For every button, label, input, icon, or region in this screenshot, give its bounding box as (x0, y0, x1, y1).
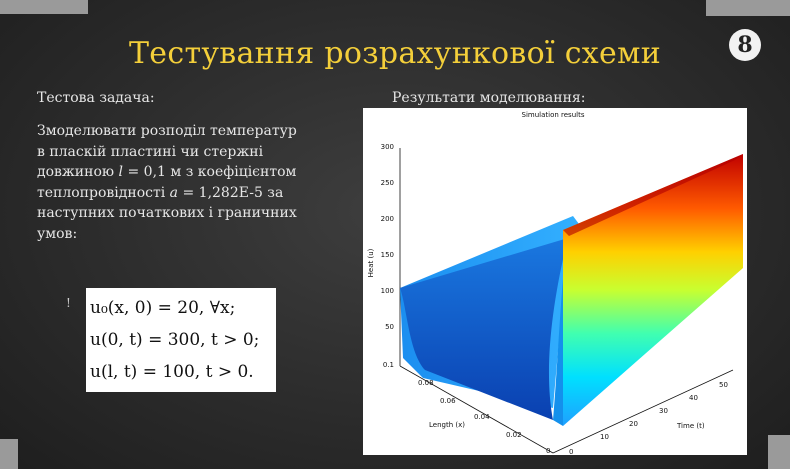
task-line: умов: (37, 225, 78, 242)
x-axis (399, 365, 554, 454)
z-tick-label: 0.1 (383, 361, 394, 369)
x-tick-label: 0.08 (418, 379, 434, 387)
z-tick-label: 50 (385, 323, 394, 331)
results-label: Результати моделювання: (392, 90, 586, 106)
task-text: довжиною (37, 164, 119, 180)
surface-ridge (563, 154, 743, 236)
x-axis-label: Length (x) (429, 421, 465, 429)
t-tick-label: 20 (629, 420, 638, 428)
corner-decoration (0, 439, 18, 469)
t-tick-label: 50 (719, 381, 728, 389)
surface-valley (400, 238, 568, 420)
var-l: l (118, 164, 124, 180)
t-tick-label: 10 (600, 433, 609, 441)
corner-decoration (768, 435, 790, 469)
x-tick-label: 0.02 (506, 431, 522, 439)
page-number-badge: 8 (729, 29, 761, 61)
task-description: Змоделювати розподіл температур в пласкі… (37, 121, 347, 244)
x-tick-group: 0.08 0.06 0.04 0.02 0 (418, 379, 550, 455)
formula-line: u(l, t) = 100, t > 0. (90, 362, 254, 382)
task-text: = 0,1 м з коефіцієнтом (123, 164, 297, 180)
t-axis-label: Time (t) (676, 422, 705, 430)
surface-hot-face (563, 154, 743, 426)
chart-title: Simulation results (522, 111, 585, 119)
t-tick-label: 0 (569, 448, 573, 455)
t-axis (552, 369, 734, 454)
surface-plot-svg: Simulation results 300 250 200 150 100 5… (367, 111, 743, 455)
x-tick-label: 0 (546, 447, 550, 455)
task-line: теплопровідності a = 1,282E-5 за (37, 183, 347, 204)
task-line: довжиною l = 0,1 м з коефіцієнтом (37, 162, 347, 183)
task-line: наступних початкових і граничних (37, 205, 297, 221)
boundary-conditions-formula: u₀(x, 0) = 20, ∀x; u(0, t) = 300, t > 0;… (86, 288, 276, 392)
test-task-label: Тестова задача: (37, 90, 155, 106)
corner-decoration (0, 0, 88, 14)
z-tick-label: 100 (381, 287, 394, 295)
task-line: в пласкій пластині чи стержні (37, 143, 264, 160)
z-tick-label: 300 (381, 143, 394, 151)
t-tick-label: 30 (659, 407, 668, 415)
task-text: = 1,282E-5 за (178, 184, 284, 201)
z-axis-label: Heat (u) (367, 248, 375, 277)
formula-line: u(0, t) = 300, t > 0; (90, 330, 260, 350)
x-tick-label: 0.06 (440, 397, 456, 405)
bullet-mark: ! (66, 296, 71, 310)
x-tick-label: 0.04 (474, 413, 490, 421)
z-tick-label: 250 (381, 179, 394, 187)
z-tick-label: 150 (381, 251, 394, 259)
t-tick-group: 0 10 20 30 40 50 (569, 381, 728, 455)
formula-line: u₀(x, 0) = 20, ∀x; (90, 298, 236, 318)
corner-decoration (706, 0, 790, 16)
task-line: Змоделювати розподіл температур (37, 123, 297, 139)
t-tick-label: 40 (689, 394, 698, 402)
z-tick-label: 200 (381, 215, 394, 223)
z-tick-group: 300 250 200 150 100 50 0.1 (381, 143, 394, 369)
var-a: a (169, 184, 179, 201)
task-text: теплопровідності (37, 184, 170, 201)
simulation-plot: Simulation results 300 250 200 150 100 5… (363, 108, 747, 455)
slide-title: Тестування розрахункової схеми (128, 36, 662, 71)
